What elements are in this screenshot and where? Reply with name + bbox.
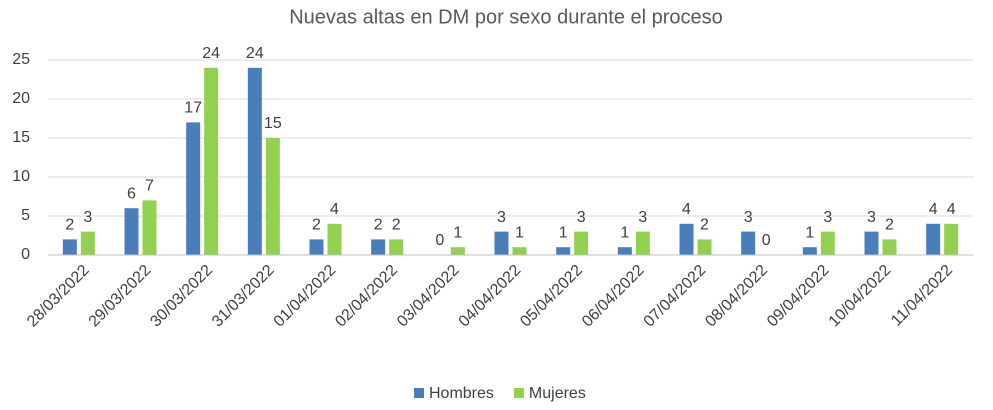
data-label: 0 bbox=[762, 232, 771, 249]
data-label: 4 bbox=[682, 201, 691, 218]
data-label: 7 bbox=[145, 178, 154, 195]
bar bbox=[309, 239, 324, 255]
legend-swatch bbox=[513, 388, 524, 398]
x-tick-label: 31/03/2022 bbox=[209, 262, 278, 331]
y-tick-label: 20 bbox=[12, 90, 30, 107]
bar bbox=[864, 231, 879, 255]
bar bbox=[450, 247, 465, 255]
bar bbox=[124, 208, 139, 255]
x-tick-label: 28/03/2022 bbox=[24, 262, 93, 331]
bar bbox=[944, 223, 959, 255]
bar bbox=[882, 239, 897, 255]
bar bbox=[741, 231, 756, 255]
x-tick-label: 07/04/2022 bbox=[641, 262, 710, 331]
bar bbox=[80, 231, 95, 255]
chart-title: Nuevas altas en DM por sexo durante el p… bbox=[289, 6, 723, 28]
bar bbox=[204, 67, 219, 255]
x-tick-label: 02/04/2022 bbox=[332, 262, 401, 331]
data-label: 4 bbox=[330, 201, 339, 218]
data-label: 1 bbox=[453, 224, 462, 241]
bar bbox=[574, 231, 589, 255]
data-label: 2 bbox=[700, 217, 709, 234]
bar bbox=[142, 200, 157, 255]
bar bbox=[265, 138, 280, 255]
x-tick-label: 09/04/2022 bbox=[764, 262, 833, 331]
data-label: 1 bbox=[515, 224, 524, 241]
legend-swatch bbox=[414, 388, 424, 398]
y-tick-label: 0 bbox=[21, 246, 30, 263]
data-label: 2 bbox=[374, 217, 383, 234]
legend-label: Mujeres bbox=[529, 385, 586, 402]
x-tick-label: 04/04/2022 bbox=[456, 262, 525, 331]
bar bbox=[617, 247, 632, 255]
bar bbox=[494, 231, 509, 255]
x-tick-label: 29/03/2022 bbox=[86, 262, 155, 331]
data-label: 3 bbox=[867, 209, 876, 226]
bar bbox=[556, 247, 571, 255]
data-label: 3 bbox=[497, 209, 506, 226]
data-label: 3 bbox=[638, 209, 647, 226]
y-tick-label: 25 bbox=[12, 51, 30, 68]
x-tick-label: 06/04/2022 bbox=[579, 262, 648, 331]
data-label: 2 bbox=[885, 217, 894, 234]
data-label: 1 bbox=[559, 224, 568, 241]
x-tick-label: 11/04/2022 bbox=[888, 262, 956, 330]
y-tick-label: 15 bbox=[12, 129, 30, 146]
data-label: 17 bbox=[184, 100, 202, 117]
data-label: 24 bbox=[246, 45, 264, 62]
data-label: 2 bbox=[65, 217, 74, 234]
data-label: 2 bbox=[312, 217, 321, 234]
bar bbox=[697, 239, 712, 255]
bar bbox=[389, 239, 404, 255]
bar bbox=[62, 239, 77, 255]
data-label: 3 bbox=[823, 209, 832, 226]
data-label: 0 bbox=[435, 232, 444, 249]
bar bbox=[327, 223, 342, 255]
data-label: 6 bbox=[127, 185, 136, 202]
bar bbox=[512, 247, 527, 255]
x-tick-label: 01/04/2022 bbox=[271, 262, 340, 331]
y-tick-label: 10 bbox=[12, 168, 30, 185]
data-label: 24 bbox=[202, 45, 220, 62]
data-label: 4 bbox=[947, 201, 956, 218]
bar bbox=[802, 247, 817, 255]
data-label: 4 bbox=[929, 201, 938, 218]
data-label: 3 bbox=[83, 209, 92, 226]
x-tick-label: 10/04/2022 bbox=[826, 262, 895, 331]
bar bbox=[635, 231, 650, 255]
data-label: 15 bbox=[264, 115, 282, 132]
x-tick-label: 05/04/2022 bbox=[517, 262, 586, 331]
x-tick-label: 03/04/2022 bbox=[394, 262, 463, 331]
data-label: 2 bbox=[392, 217, 401, 234]
y-tick-label: 5 bbox=[21, 207, 30, 224]
bar bbox=[820, 231, 835, 255]
data-label: 3 bbox=[744, 209, 753, 226]
data-label: 3 bbox=[577, 209, 586, 226]
bar bbox=[926, 223, 941, 255]
legend-label: Hombres bbox=[429, 385, 494, 402]
x-tick-label: 30/03/2022 bbox=[147, 262, 216, 331]
bar bbox=[247, 67, 262, 255]
bar bbox=[679, 223, 694, 255]
bar bbox=[186, 122, 201, 256]
x-tick-label: 08/04/2022 bbox=[702, 262, 771, 331]
bar bbox=[371, 239, 386, 255]
data-label: 1 bbox=[805, 224, 814, 241]
data-label: 1 bbox=[620, 224, 629, 241]
